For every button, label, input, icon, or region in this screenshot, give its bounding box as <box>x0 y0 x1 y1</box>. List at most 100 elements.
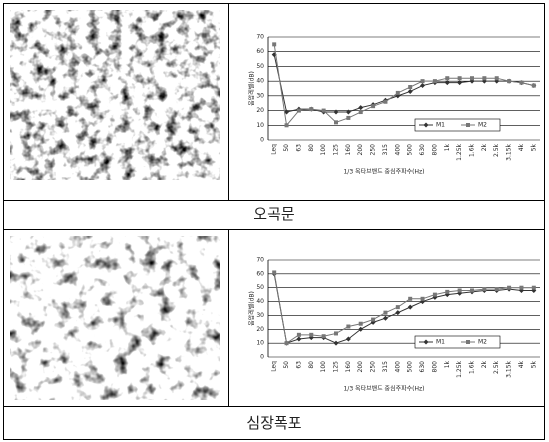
marker <box>334 341 339 346</box>
y-tick-label: 70 <box>256 257 264 264</box>
x-tick-label: Leq <box>271 361 278 372</box>
x-tick-label: 80 <box>308 144 315 152</box>
legend-label: M1 <box>436 339 445 346</box>
x-tick-label: 630 <box>419 144 426 156</box>
marker <box>433 293 437 297</box>
marker <box>532 286 536 290</box>
marker <box>359 322 363 326</box>
x-tick-label: 125 <box>333 361 340 373</box>
marker <box>371 318 375 322</box>
marker <box>334 120 338 124</box>
legend-label: M2 <box>478 339 487 346</box>
x-tick-label: 2k <box>481 360 488 368</box>
marker <box>322 334 326 338</box>
marker <box>420 83 425 88</box>
marker <box>466 340 470 344</box>
marker <box>346 116 350 120</box>
marker <box>519 286 523 290</box>
y-tick-label: 20 <box>256 107 264 114</box>
x-tick-label: 200 <box>357 361 364 373</box>
x-tick-label: Leq <box>271 144 278 155</box>
photo <box>10 10 220 180</box>
y-tick-label: 30 <box>256 312 264 319</box>
x-tick-label: 250 <box>370 144 377 156</box>
marker <box>396 91 400 95</box>
x-tick-label: 63 <box>295 361 302 369</box>
y-tick-label: 60 <box>256 48 264 55</box>
y-tick-label: 50 <box>256 284 264 291</box>
marker <box>482 76 486 80</box>
y-tick-label: 50 <box>256 63 264 70</box>
series-line <box>274 44 534 125</box>
x-tick-label: 500 <box>407 144 414 156</box>
x-tick-label: 315 <box>382 144 389 156</box>
x-tick-label: 5k <box>530 360 537 368</box>
x-tick-label: 315 <box>382 361 389 373</box>
marker <box>297 109 301 113</box>
x-tick-label: 2.5k <box>493 143 500 157</box>
marker <box>532 84 536 88</box>
marker <box>408 305 413 310</box>
x-tick-label: 160 <box>345 144 352 156</box>
marker <box>371 104 375 108</box>
legend-label: M1 <box>436 122 445 129</box>
x-tick-label: 500 <box>407 361 414 373</box>
marker <box>421 297 425 301</box>
marker <box>309 333 313 337</box>
marker <box>322 109 326 113</box>
x-tick-label: 125 <box>333 144 340 156</box>
x-tick-label: 4k <box>518 360 525 368</box>
y-tick-label: 40 <box>256 298 264 305</box>
x-axis-label: 1/3 옥타브밴드 중심주파수(Hz) <box>343 385 424 393</box>
y-axis-label: 음압레벨(dB) <box>248 291 256 326</box>
x-tick-label: 2.5k <box>493 360 500 374</box>
marker <box>408 85 412 89</box>
x-tick-label: 1.25k <box>456 143 463 160</box>
x-tick-label: 100 <box>320 144 327 156</box>
x-tick-label: 80 <box>308 361 315 369</box>
marker <box>408 297 412 301</box>
x-tick-label: 3.15k <box>506 143 513 160</box>
x-tick-label: 250 <box>370 361 377 373</box>
marker <box>272 270 276 274</box>
marker <box>358 105 363 110</box>
marker <box>482 287 486 291</box>
marker <box>346 325 350 329</box>
x-tick-label: 2k <box>481 143 488 151</box>
x-axis-label: 1/3 옥타브밴드 중심주파수(Hz) <box>343 168 424 176</box>
marker <box>359 110 363 114</box>
marker <box>408 89 413 94</box>
x-tick-label: 200 <box>357 144 364 156</box>
x-tick-label: 1.6k <box>469 360 476 374</box>
x-tick-label: 4k <box>518 143 525 151</box>
x-tick-label: 5k <box>530 143 537 151</box>
marker <box>466 123 470 127</box>
x-tick-label: 1k <box>444 143 451 151</box>
x-tick-label: 160 <box>345 361 352 373</box>
y-tick-label: 0 <box>260 354 264 361</box>
y-tick-label: 10 <box>256 122 264 129</box>
x-tick-label: 400 <box>394 361 401 373</box>
photo <box>10 236 220 400</box>
x-tick-label: 800 <box>431 144 438 156</box>
y-tick-label: 40 <box>256 78 264 85</box>
x-tick-label: 1.6k <box>469 143 476 157</box>
marker <box>470 288 474 292</box>
marker <box>445 290 449 294</box>
y-tick-label: 20 <box>256 326 264 333</box>
y-axis-label: 음압레벨(dB) <box>248 71 256 106</box>
legend-label: M2 <box>478 122 487 129</box>
marker <box>507 286 511 290</box>
x-tick-label: 1k <box>444 360 451 368</box>
marker <box>334 331 338 335</box>
series-line <box>274 274 534 343</box>
marker <box>395 310 400 315</box>
x-tick-label: 100 <box>320 361 327 373</box>
marker <box>297 333 301 337</box>
y-tick-label: 70 <box>256 34 264 41</box>
marker <box>519 81 523 85</box>
marker <box>383 311 387 315</box>
marker <box>433 79 437 83</box>
marker <box>445 76 449 80</box>
marker <box>285 341 289 345</box>
